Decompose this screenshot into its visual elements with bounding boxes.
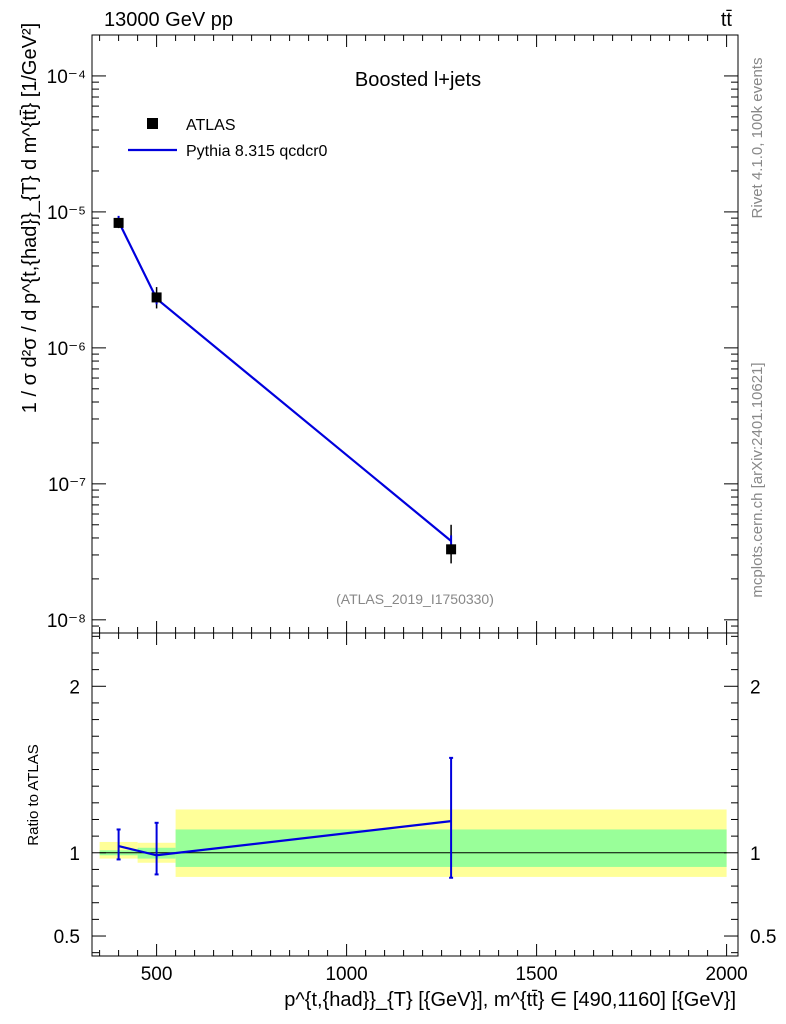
- x-tick-label: 2000: [705, 964, 747, 985]
- plot-title: Boosted l+jets: [355, 69, 481, 91]
- main-y-axis-label: 1 / σ d²σ / d p^{t,{had}}_{T} d m^{tt̄} …: [19, 23, 41, 413]
- ratio-data-layer: [99, 756, 727, 879]
- main-y-tick-label: 10⁻⁷: [48, 475, 86, 496]
- pythia-curve: [117, 221, 452, 542]
- main-x-ticks: [99, 35, 728, 633]
- legend-atlas-marker: [147, 118, 158, 129]
- x-axis-label: p^{t,{had}}_{T} [{GeV}], m^{tt̄} ∈ [490,…: [284, 989, 736, 1011]
- analysis-watermark: (ATLAS_2019_I1750330): [336, 591, 494, 607]
- atlas-data-point: [151, 292, 162, 303]
- ratio-y-ticks: 0.5 0.5 1 1 2 2: [54, 635, 776, 954]
- ratio-y-tick-label-left: 2: [69, 677, 80, 698]
- ratio-x-ticks: 500 1000 1500 2000: [99, 633, 748, 985]
- legend-atlas-label: ATLAS: [186, 117, 236, 134]
- atlas-data-point: [113, 217, 124, 228]
- atlas-data-point: [446, 544, 457, 555]
- site-label: mcplots.cern.ch [arXiv:2401.10621]: [749, 362, 766, 597]
- ratio-y-tick-label-left: 1: [69, 844, 80, 865]
- ratio-uncertainty-bands: [99, 809, 727, 877]
- main-y-tick-label: 10⁻⁶: [47, 339, 86, 360]
- x-tick-label: 1500: [515, 964, 557, 985]
- header-process: tt̄: [721, 9, 733, 31]
- ratio-plot-frame: [91, 632, 739, 957]
- ratio-y-tick-label-left: 0.5: [54, 927, 80, 948]
- x-tick-label: 500: [141, 964, 173, 985]
- main-y-tick-label: 10⁻⁴: [47, 67, 86, 88]
- main-data-layer: [113, 215, 457, 564]
- main-y-tick-label: 10⁻⁵: [47, 203, 86, 224]
- main-plot-panel: 10⁻⁸ 10⁻⁷ 10⁻⁶ 10⁻⁵ 10⁻⁴ Boosted l+jets (ATL…: [19, 23, 739, 634]
- rivet-label: Rivet 4.1.0, 100k events: [749, 58, 766, 219]
- ratio-y-tick-label-right: 1: [750, 844, 761, 865]
- legend-pythia-label: Pythia 8.315 qcdcr0: [186, 143, 328, 160]
- ratio-plot-panel: 500 1000 1500 2000 0.5 0.5 1 1 2 2 Ratio to ATLA…: [25, 632, 776, 1011]
- main-y-ticks: 10⁻⁸ 10⁻⁷ 10⁻⁶ 10⁻⁵ 10⁻⁴: [47, 34, 738, 634]
- ratio-y-tick-label-right: 0.5: [750, 927, 776, 948]
- x-tick-label: 1000: [325, 964, 367, 985]
- ratio-y-tick-label-right: 2: [750, 677, 761, 698]
- main-y-tick-label: 10⁻⁸: [47, 611, 86, 632]
- ratio-y-axis-label: Ratio to ATLAS: [25, 744, 42, 845]
- header-energy: 13000 GeV pp: [104, 9, 233, 31]
